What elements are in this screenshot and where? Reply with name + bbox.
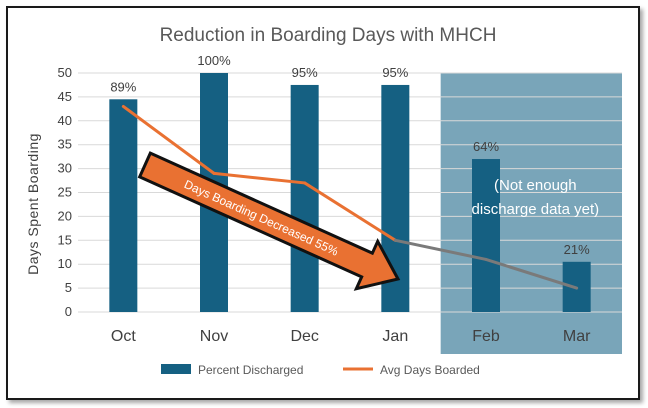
y-tick-label: 20 (58, 208, 72, 223)
bar (109, 99, 138, 312)
x-tick-label: Oct (111, 328, 136, 345)
line-segment (393, 238, 488, 261)
y-tick-label: 10 (58, 256, 72, 271)
y-tick-label: 0 (65, 304, 72, 319)
arrow-shape (137, 151, 401, 291)
bar-data-label: 64% (473, 139, 499, 154)
line-segment (484, 257, 579, 290)
bar-data-label: 95% (382, 65, 408, 80)
chart-frame: Reduction in Boarding Days with MHCH Day… (6, 6, 640, 400)
y-axis-label: Days Spent Boarding (25, 133, 41, 275)
highlight-region (440, 73, 622, 354)
bar-data-label: 95% (292, 65, 318, 80)
note-line-1: (Not enough (494, 177, 577, 194)
y-tick-label: 40 (58, 113, 72, 128)
chart: Reduction in Boarding Days with MHCH Day… (25, 25, 622, 377)
legend-label-bars: Percent Discharged (198, 363, 303, 377)
y-tick-label: 45 (58, 89, 72, 104)
note-line-2: discharge data yet) (472, 201, 600, 218)
x-tick-label: Jan (382, 328, 408, 345)
x-tick-label: Feb (472, 328, 500, 345)
y-tick-label: 35 (58, 137, 72, 152)
bar-data-label: 89% (110, 79, 136, 94)
chart-title: Reduction in Boarding Days with MHCH (160, 25, 497, 46)
y-tick-label: 50 (58, 65, 72, 80)
x-tick-label: Nov (200, 328, 228, 345)
y-tick-label: 25 (58, 185, 72, 200)
y-tick-label: 5 (65, 280, 72, 295)
legend-label-line: Avg Days Boarded (380, 363, 480, 377)
bar-data-label: 21% (564, 242, 590, 257)
y-tick-label: 15 (58, 232, 72, 247)
x-tick-label: Dec (290, 328, 318, 345)
bar (290, 84, 319, 312)
x-tick-label: Mar (563, 328, 591, 345)
legend-swatch-bars (161, 364, 191, 374)
bar (472, 159, 500, 312)
line-segment (121, 104, 216, 175)
bar-data-label: 100% (197, 53, 231, 68)
line-segment (303, 181, 397, 242)
y-tick-label: 30 (58, 161, 72, 176)
line-segment (212, 171, 307, 185)
